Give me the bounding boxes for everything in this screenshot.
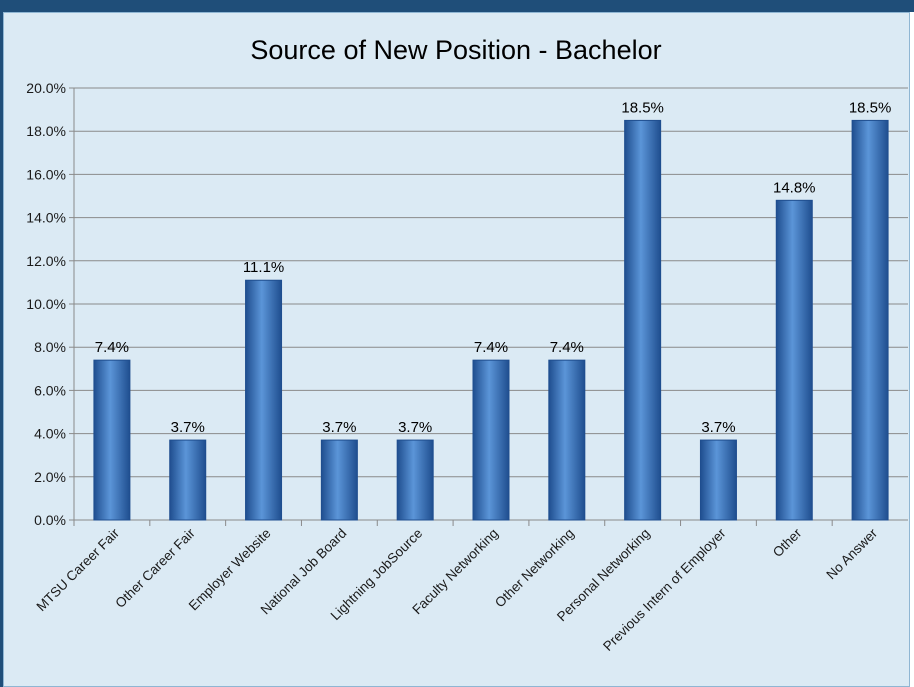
bar [624,119,662,521]
x-category-label: Other [770,525,805,560]
y-tick-label: 8.0% [34,339,66,355]
y-tick-label: 14.0% [26,210,66,226]
data-label: 18.5% [849,99,892,116]
data-label: 3.7% [398,419,432,436]
chart-title: Source of New Position - Bachelor [250,35,661,65]
x-category-label: Other Career Fair [112,525,198,611]
data-label: 11.1% [243,259,284,276]
y-tick-label: 18.0% [26,123,66,139]
x-category-label: Faculty Networking [409,526,501,618]
data-label: 7.4% [550,339,584,356]
y-tick-label: 0.0% [34,512,66,528]
bar [169,439,207,521]
x-category-label: No Answer [823,525,880,582]
x-category-label: Previous Intern of Employer [600,525,729,654]
chart-area: Source of New Position - Bachelor 0.0% 2.… [3,12,910,687]
y-tick-label: 20.0% [26,80,66,96]
bar [245,279,283,521]
bar [93,359,131,521]
x-category-label: MTSU Career Fair [33,525,122,614]
y-tick-label: 2.0% [34,469,66,485]
bar-chart: Source of New Position - Bachelor 0.0% 2.… [26,35,908,654]
bar [472,359,510,521]
data-label: 7.4% [95,339,129,356]
bar [320,439,358,521]
bar [548,359,586,521]
bar [775,199,813,521]
y-tick-label: 10.0% [26,296,66,312]
bar [851,119,889,521]
y-tick-label: 4.0% [34,426,66,442]
bar [396,439,434,521]
bars [93,119,889,521]
data-labels: 7.4% 3.7% 11.1% 3.7% 3.7% 7.4% 7.4% 18.5% 3.7% 14… [95,99,892,436]
bar [699,439,737,521]
y-tick-label: 12.0% [26,253,66,269]
data-label: 14.8% [773,179,816,196]
data-label: 3.7% [322,419,356,436]
y-tick-label: 16.0% [26,166,66,182]
data-label: 7.4% [474,339,508,356]
y-axis-ticks: 0.0% 2.0% 4.0% 6.0% 8.0% 10.0% 12.0% 14.0% 16.0%… [26,80,74,528]
x-category-label: Employer Website [186,526,274,614]
data-label: 3.7% [701,419,735,436]
y-tick-label: 6.0% [34,382,66,398]
x-category-label: Other Networking [492,526,577,611]
data-label: 3.7% [171,419,205,436]
data-label: 18.5% [621,99,664,116]
